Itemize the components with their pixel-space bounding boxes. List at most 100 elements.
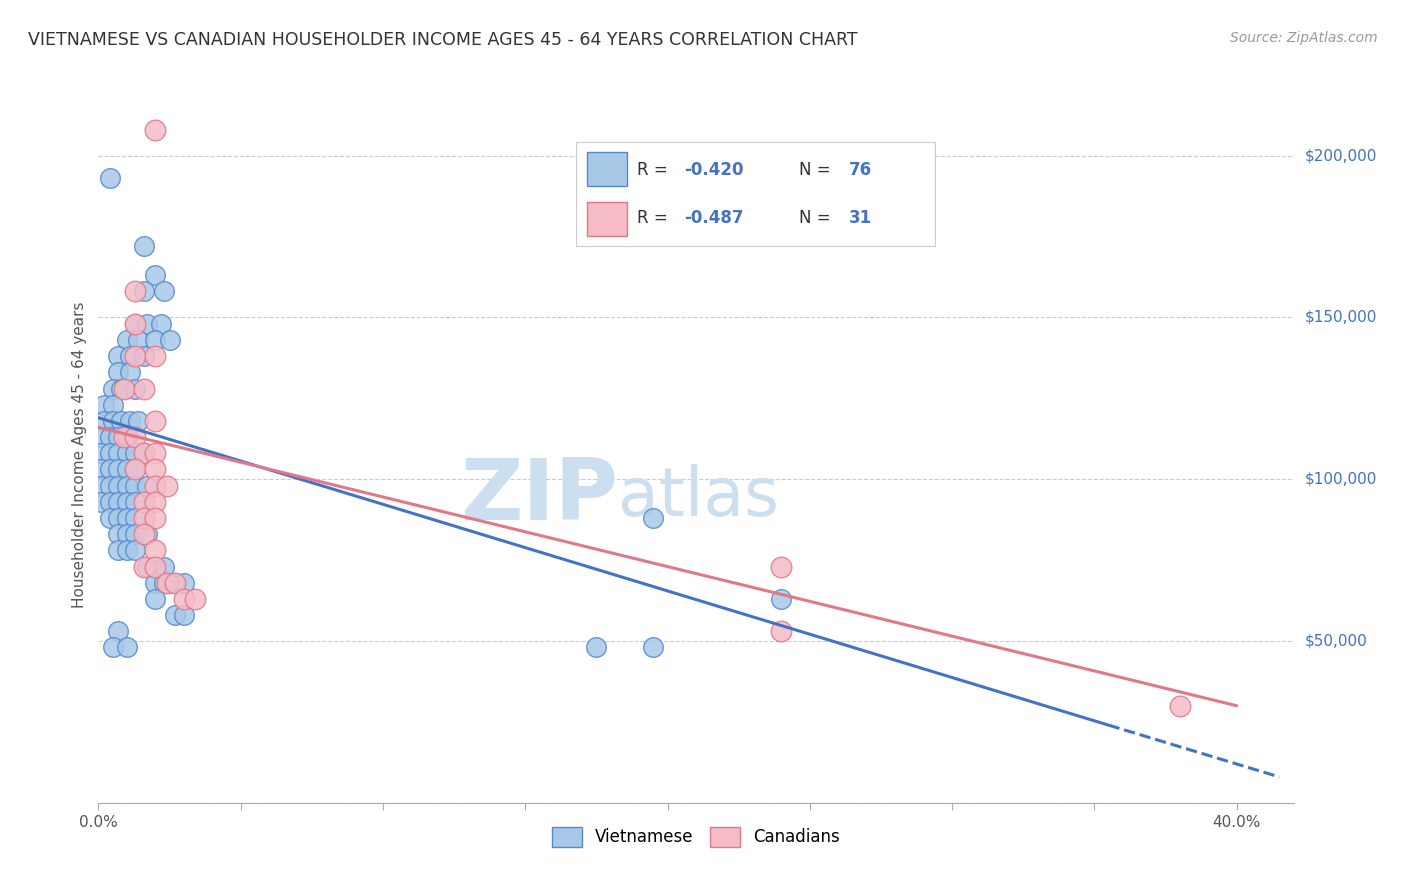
Point xyxy=(143,333,166,347)
Point xyxy=(107,527,129,541)
Text: -0.420: -0.420 xyxy=(685,161,744,179)
Point xyxy=(143,349,166,363)
Point xyxy=(90,430,112,444)
Point xyxy=(173,575,195,590)
Point xyxy=(107,365,129,379)
Point xyxy=(143,478,166,492)
Text: atlas: atlas xyxy=(619,464,779,530)
Point xyxy=(135,317,157,331)
Point xyxy=(770,559,793,574)
Point xyxy=(143,122,166,136)
Point xyxy=(107,478,129,492)
Point xyxy=(115,495,138,509)
Point xyxy=(159,333,181,347)
Text: $50,000: $50,000 xyxy=(1305,633,1368,648)
Point xyxy=(1168,698,1191,713)
Point xyxy=(143,511,166,525)
Point xyxy=(124,349,146,363)
Point xyxy=(124,446,146,460)
Text: R =: R = xyxy=(637,209,673,227)
Text: Source: ZipAtlas.com: Source: ZipAtlas.com xyxy=(1230,31,1378,45)
Point xyxy=(90,495,112,509)
Point xyxy=(107,462,129,476)
Point xyxy=(124,317,146,331)
Y-axis label: Householder Income Ages 45 - 64 years: Householder Income Ages 45 - 64 years xyxy=(72,301,87,608)
Point xyxy=(101,414,124,428)
Text: $100,000: $100,000 xyxy=(1305,472,1376,487)
Text: R =: R = xyxy=(637,161,673,179)
Point xyxy=(153,285,176,299)
Point xyxy=(115,511,138,525)
Point xyxy=(124,495,146,509)
Point xyxy=(98,495,121,509)
Point xyxy=(132,382,155,396)
Point xyxy=(115,527,138,541)
Text: 31: 31 xyxy=(849,209,872,227)
Point xyxy=(135,478,157,492)
Point xyxy=(107,349,129,363)
Point xyxy=(98,462,121,476)
Point xyxy=(107,495,129,509)
Point xyxy=(173,608,195,623)
Point xyxy=(115,333,138,347)
FancyBboxPatch shape xyxy=(588,202,627,235)
Point xyxy=(143,495,166,509)
Text: N =: N = xyxy=(799,209,835,227)
Point xyxy=(143,462,166,476)
Point xyxy=(127,414,149,428)
Point xyxy=(132,446,155,460)
FancyBboxPatch shape xyxy=(588,153,627,186)
Point xyxy=(153,575,176,590)
Point xyxy=(115,478,138,492)
Point xyxy=(101,398,124,412)
Point xyxy=(118,349,141,363)
Point xyxy=(124,543,146,558)
Point xyxy=(124,462,146,476)
Point xyxy=(184,591,207,606)
Point xyxy=(112,382,135,396)
Point xyxy=(150,317,173,331)
Point xyxy=(98,430,121,444)
Point xyxy=(127,333,149,347)
Point xyxy=(93,414,115,428)
Point xyxy=(143,591,166,606)
Point xyxy=(143,543,166,558)
Point xyxy=(165,575,187,590)
Point xyxy=(90,446,112,460)
Point xyxy=(135,559,157,574)
Point xyxy=(132,511,155,525)
Point xyxy=(107,430,129,444)
Point xyxy=(124,511,146,525)
Point xyxy=(124,527,146,541)
Point xyxy=(115,446,138,460)
Point xyxy=(115,430,138,444)
Point xyxy=(124,285,146,299)
Point xyxy=(143,268,166,283)
Point xyxy=(132,285,155,299)
Point xyxy=(643,511,665,525)
Point xyxy=(112,430,135,444)
Point xyxy=(124,462,146,476)
Point xyxy=(98,478,121,492)
Point xyxy=(165,608,187,623)
Point xyxy=(153,559,176,574)
Point xyxy=(173,591,195,606)
Point xyxy=(132,559,155,574)
Point xyxy=(132,495,155,509)
Text: ZIP: ZIP xyxy=(461,455,619,538)
Point xyxy=(124,382,146,396)
Point xyxy=(90,478,112,492)
Text: 76: 76 xyxy=(849,161,872,179)
Point xyxy=(124,317,146,331)
Point xyxy=(107,446,129,460)
Point xyxy=(124,430,146,444)
Point xyxy=(110,414,132,428)
Point xyxy=(156,478,179,492)
Point xyxy=(101,382,124,396)
Point xyxy=(118,414,141,428)
Point xyxy=(90,462,112,476)
Point xyxy=(143,575,166,590)
Point xyxy=(98,511,121,525)
Point xyxy=(165,575,187,590)
Point xyxy=(98,171,121,186)
